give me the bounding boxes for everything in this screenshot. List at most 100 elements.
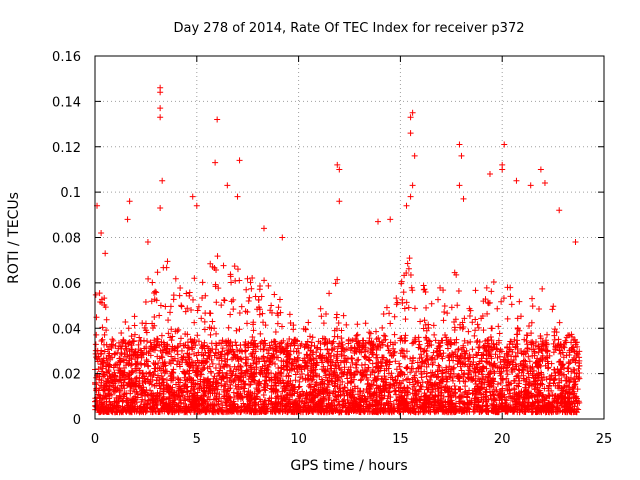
data-point: [131, 313, 138, 320]
data-point: [356, 388, 363, 395]
data-point: [139, 350, 146, 357]
data-point: [437, 347, 444, 354]
data-point: [333, 314, 340, 321]
data-point: [414, 359, 421, 366]
data-point: [151, 365, 158, 372]
data-point: [560, 361, 567, 368]
data-point: [405, 304, 412, 311]
data-point: [391, 313, 398, 320]
data-point: [455, 372, 462, 379]
data-point: [228, 298, 235, 305]
data-point: [201, 392, 208, 399]
data-point: [122, 353, 129, 360]
data-point: [275, 304, 282, 311]
data-point: [313, 349, 320, 356]
data-point: [152, 368, 159, 375]
data-point: [106, 373, 113, 380]
data-point: [242, 308, 249, 315]
data-point: [507, 293, 514, 300]
data-point: [272, 328, 279, 335]
data-point: [335, 320, 342, 327]
data-point: [320, 320, 327, 327]
data-point: [317, 305, 324, 312]
data-point: [272, 361, 279, 368]
data-point: [330, 387, 337, 394]
data-point: [407, 369, 414, 376]
data-point: [393, 366, 400, 373]
data-point: [472, 395, 479, 402]
data-point: [191, 275, 198, 282]
data-point: [466, 313, 473, 320]
data-point: [203, 358, 210, 365]
data-point: [168, 326, 175, 333]
data-point: [490, 279, 497, 286]
data-point: [153, 377, 160, 384]
data-point: [495, 408, 502, 415]
data-point: [165, 317, 172, 324]
data-point: [133, 388, 140, 395]
data-point: [276, 296, 283, 303]
data-point: [293, 362, 300, 369]
data-point: [504, 315, 511, 322]
data-point: [144, 376, 151, 383]
data-point: [323, 310, 329, 317]
data-point: [486, 360, 493, 367]
data-point: [209, 360, 216, 367]
data-point: [290, 348, 297, 355]
data-point: [471, 401, 478, 408]
data-point: [134, 394, 141, 401]
data-point: [528, 319, 535, 326]
data-point: [551, 326, 558, 333]
data-point: [214, 253, 221, 260]
data-point: [151, 296, 158, 303]
data-point: [190, 386, 197, 393]
data-point: [154, 269, 161, 276]
data-point: [369, 360, 376, 367]
data-point: [418, 351, 424, 358]
data-point: [483, 284, 490, 291]
data-point: [106, 386, 113, 393]
data-point: [289, 360, 296, 367]
data-point: [252, 401, 259, 408]
data-point: [478, 394, 485, 401]
data-point: [286, 336, 293, 343]
data-point: [301, 362, 308, 369]
data-point: [161, 369, 168, 376]
data-markers: [92, 84, 583, 416]
data-point: [429, 354, 436, 361]
data-point: [485, 379, 492, 386]
data-point: [472, 380, 479, 387]
data-point: [199, 294, 206, 301]
data-point: [190, 364, 197, 371]
data-point: [539, 377, 546, 384]
data-point: [348, 354, 355, 361]
data-point: [228, 356, 235, 363]
data-point: [486, 359, 493, 366]
data-point: [400, 347, 407, 354]
data-point: [306, 352, 313, 359]
data-point: [128, 333, 135, 340]
data-point: [347, 364, 354, 371]
data-point: [112, 342, 119, 349]
data-point: [144, 338, 151, 345]
data-point: [101, 372, 108, 379]
data-point: [242, 347, 249, 354]
data-point: [227, 271, 234, 278]
data-point: [435, 296, 442, 303]
data-point: [172, 275, 179, 282]
data-point: [539, 338, 546, 345]
data-point: [401, 305, 408, 312]
data-point: [391, 331, 398, 338]
data-point: [258, 293, 265, 300]
data-point: [482, 296, 489, 303]
data-point: [366, 357, 373, 364]
data-point: [504, 371, 511, 378]
data-point: [449, 350, 456, 357]
data-point: [305, 319, 312, 326]
data-point: [413, 368, 420, 375]
data-point: [261, 277, 268, 284]
data-point: [497, 359, 504, 366]
data-point: [245, 297, 252, 304]
data-point: [174, 351, 181, 358]
data-point: [195, 303, 202, 310]
